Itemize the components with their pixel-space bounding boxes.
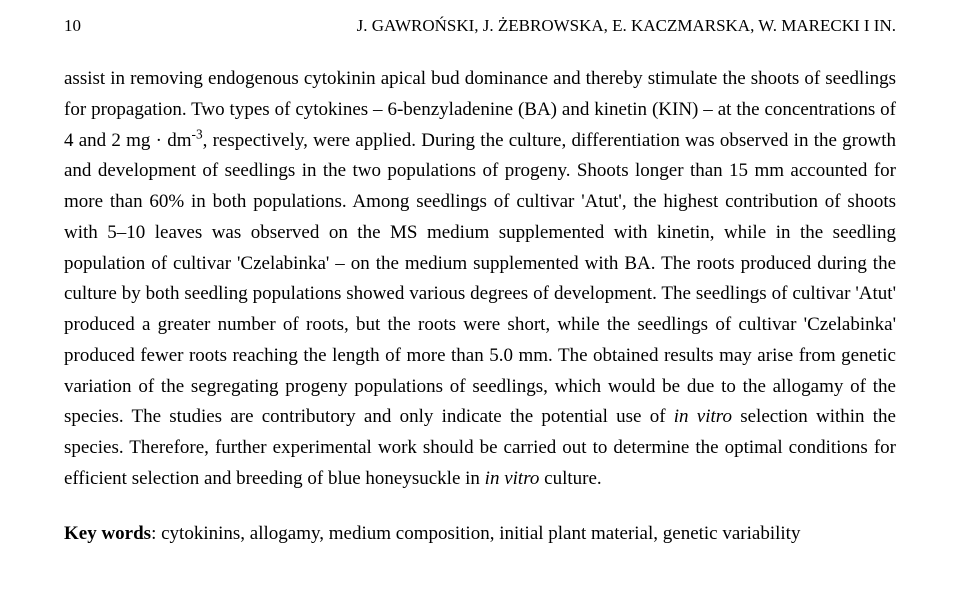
page: 10 J. GAWROŃSKI, J. ŻEBROWSKA, E. KACZMA… xyxy=(0,0,960,613)
keywords-text: : cytokinins, allogamy, medium compositi… xyxy=(151,523,800,544)
abstract-body: assist in removing endogenous cytokinin … xyxy=(64,64,896,495)
page-number: 10 xyxy=(64,16,104,36)
body-segment: , respectively, were applied. During the… xyxy=(64,130,896,428)
italic-term: in vitro xyxy=(485,468,540,489)
keywords-label: Key words xyxy=(64,523,151,544)
italic-term: in vitro xyxy=(674,406,732,427)
running-header: 10 J. GAWROŃSKI, J. ŻEBROWSKA, E. KACZMA… xyxy=(64,16,896,36)
superscript-exponent: -3 xyxy=(192,126,203,141)
keywords-line: Key words: cytokinins, allogamy, medium … xyxy=(64,519,896,548)
header-authors: J. GAWROŃSKI, J. ŻEBROWSKA, E. KACZMARSK… xyxy=(357,16,896,36)
body-segment: culture. xyxy=(539,468,601,489)
